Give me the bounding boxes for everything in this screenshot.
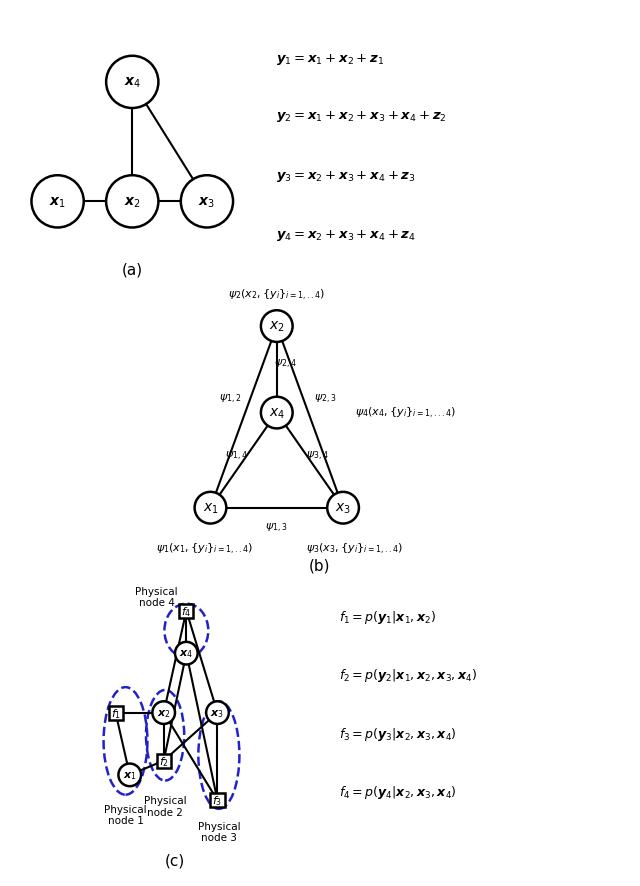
Circle shape xyxy=(261,311,292,343)
Text: Physical
node 4: Physical node 4 xyxy=(135,587,178,608)
Text: (b): (b) xyxy=(309,558,331,573)
Text: $\boldsymbol{x}_2$: $\boldsymbol{x}_2$ xyxy=(157,707,171,719)
Text: $\psi_{2,4}$: $\psi_{2,4}$ xyxy=(274,358,297,370)
Text: $\psi_{1,3}$: $\psi_{1,3}$ xyxy=(266,522,288,535)
Text: $f_4$: $f_4$ xyxy=(181,604,191,618)
Text: $\psi_4(x_4, \{y_i\}_{i=1,...4})$: $\psi_4(x_4, \{y_i\}_{i=1,...4})$ xyxy=(355,406,456,421)
Text: $\boldsymbol{x}_1$: $\boldsymbol{x}_1$ xyxy=(49,195,66,209)
Text: $\boldsymbol{x}_4$: $\boldsymbol{x}_4$ xyxy=(124,75,141,90)
Text: $f_2$: $f_2$ xyxy=(159,754,169,768)
Text: $\psi_{1,2}$: $\psi_{1,2}$ xyxy=(220,392,242,405)
Text: $\boldsymbol{x}_3$: $\boldsymbol{x}_3$ xyxy=(198,195,216,209)
Text: $\psi_3(x_3, \{y_i\}_{i=1,..4})$: $\psi_3(x_3, \{y_i\}_{i=1,..4})$ xyxy=(306,540,403,556)
Bar xyxy=(179,604,193,618)
Text: $\boldsymbol{y}_3 = \boldsymbol{x}_2 + \boldsymbol{x}_3 + \boldsymbol{x}_4 + \bo: $\boldsymbol{y}_3 = \boldsymbol{x}_2 + \… xyxy=(276,168,416,183)
Text: $x_3$: $x_3$ xyxy=(335,501,351,516)
Text: Physical
node 3: Physical node 3 xyxy=(198,820,240,843)
Bar xyxy=(157,754,171,768)
Text: $\boldsymbol{x}_3$: $\boldsymbol{x}_3$ xyxy=(211,707,225,719)
Text: $f_1$: $f_1$ xyxy=(111,706,121,719)
Text: $f_1 = p(\boldsymbol{y}_1|\boldsymbol{x}_1, \boldsymbol{x}_2)$: $f_1 = p(\boldsymbol{y}_1|\boldsymbol{x}… xyxy=(339,608,436,626)
Circle shape xyxy=(206,702,228,724)
Text: $\boldsymbol{y}_4 = \boldsymbol{x}_2 + \boldsymbol{x}_3 + \boldsymbol{x}_4 + \bo: $\boldsymbol{y}_4 = \boldsymbol{x}_2 + \… xyxy=(276,228,416,243)
Text: $\boldsymbol{x}_2$: $\boldsymbol{x}_2$ xyxy=(124,195,141,209)
Circle shape xyxy=(195,493,227,524)
Text: $f_3$: $f_3$ xyxy=(212,794,223,807)
Text: $\psi_1(x_1, \{y_i\}_{i=1,..4})$: $\psi_1(x_1, \{y_i\}_{i=1,..4})$ xyxy=(156,540,253,556)
Text: (c): (c) xyxy=(165,852,185,867)
Text: $f_4 = p(\boldsymbol{y}_4|\boldsymbol{x}_2, \boldsymbol{x}_3, \boldsymbol{x}_4)$: $f_4 = p(\boldsymbol{y}_4|\boldsymbol{x}… xyxy=(339,783,456,801)
Text: $x_2$: $x_2$ xyxy=(269,320,285,334)
Text: $x_1$: $x_1$ xyxy=(202,501,218,516)
Text: $f_3 = p(\boldsymbol{y}_3|\boldsymbol{x}_2, \boldsymbol{x}_3, \boldsymbol{x}_4)$: $f_3 = p(\boldsymbol{y}_3|\boldsymbol{x}… xyxy=(339,725,456,742)
Circle shape xyxy=(152,702,175,724)
Circle shape xyxy=(175,642,198,664)
Text: $\psi_{3,4}$: $\psi_{3,4}$ xyxy=(306,450,328,462)
Text: $\psi_{2,3}$: $\psi_{2,3}$ xyxy=(314,392,337,405)
Text: $\boldsymbol{y}_1 = \boldsymbol{x}_1 + \boldsymbol{x}_2 + \boldsymbol{z}_1$: $\boldsymbol{y}_1 = \boldsymbol{x}_1 + \… xyxy=(276,52,385,66)
Text: $\psi_{1,4}$: $\psi_{1,4}$ xyxy=(225,450,248,462)
Text: $\boldsymbol{y}_2 = \boldsymbol{x}_1 + \boldsymbol{x}_2 + \boldsymbol{x}_3 + \bo: $\boldsymbol{y}_2 = \boldsymbol{x}_1 + \… xyxy=(276,109,447,124)
Text: $\boldsymbol{x}_1$: $\boldsymbol{x}_1$ xyxy=(123,769,137,781)
Bar xyxy=(109,706,123,719)
Text: Physical
node 2: Physical node 2 xyxy=(144,796,186,817)
Circle shape xyxy=(118,764,141,786)
Text: Physical
node 1: Physical node 1 xyxy=(104,804,147,826)
Circle shape xyxy=(261,397,292,429)
Text: $\boldsymbol{x}_4$: $\boldsymbol{x}_4$ xyxy=(179,648,193,659)
Circle shape xyxy=(31,176,84,229)
Circle shape xyxy=(181,176,233,229)
Text: $x_4$: $x_4$ xyxy=(269,406,285,420)
Circle shape xyxy=(106,57,159,109)
Circle shape xyxy=(327,493,359,524)
Bar xyxy=(211,793,225,807)
Text: $f_2 = p(\boldsymbol{y}_2|\boldsymbol{x}_1, \boldsymbol{x}_2, \boldsymbol{x}_3, : $f_2 = p(\boldsymbol{y}_2|\boldsymbol{x}… xyxy=(339,666,477,684)
Circle shape xyxy=(106,176,159,229)
Text: $\psi_2(x_2, \{y_i\}_{i=1,..4})$: $\psi_2(x_2, \{y_i\}_{i=1,..4})$ xyxy=(228,287,325,303)
Text: (a): (a) xyxy=(122,261,143,276)
